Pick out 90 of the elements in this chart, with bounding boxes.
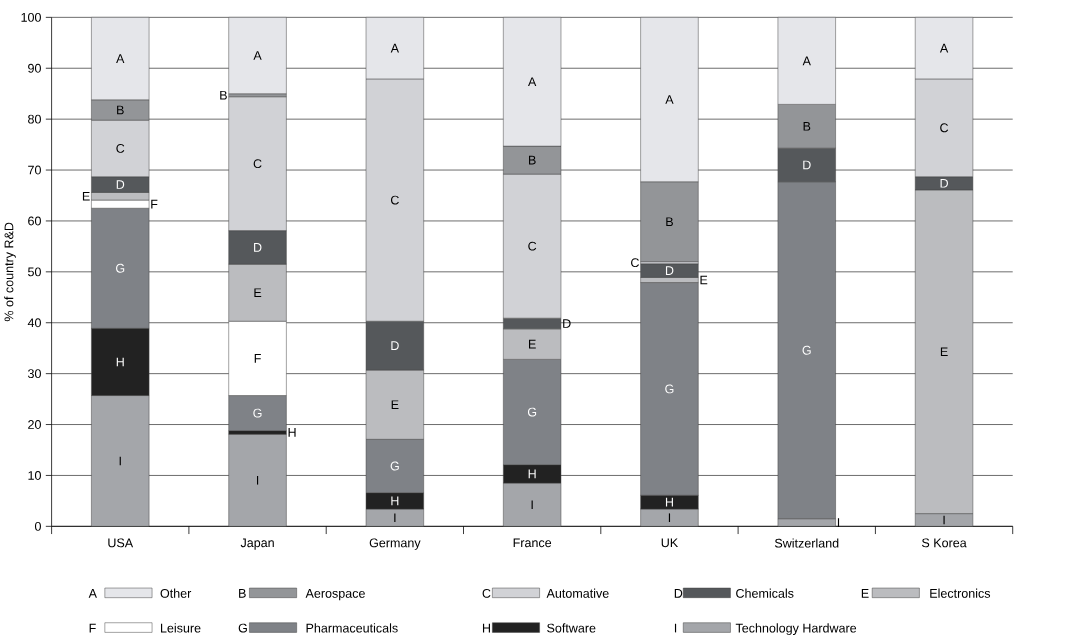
data-label: F bbox=[254, 353, 261, 363]
y-tick-label: 10 bbox=[28, 470, 41, 480]
data-label: D bbox=[940, 178, 948, 188]
data-label: B bbox=[666, 217, 673, 226]
data-label: A bbox=[528, 77, 537, 86]
x-tick-label: USA bbox=[108, 538, 134, 548]
data-label: E bbox=[82, 191, 90, 201]
legend-label: Aerospace bbox=[305, 588, 365, 601]
data-label: A bbox=[253, 51, 262, 60]
legend-label: Automative bbox=[546, 588, 609, 598]
data-label: H bbox=[665, 497, 673, 507]
text: G bbox=[238, 623, 247, 633]
data-label: I bbox=[943, 515, 945, 525]
data-label: E bbox=[940, 347, 948, 356]
x-tick-label: UK bbox=[661, 538, 679, 548]
data-label: E bbox=[391, 400, 399, 409]
data-label: B bbox=[529, 155, 536, 165]
data-label: G bbox=[116, 263, 125, 273]
data-label: A bbox=[116, 54, 125, 63]
data-label: E bbox=[254, 288, 262, 297]
y-tick-label: 40 bbox=[27, 318, 41, 328]
data-label: G bbox=[802, 345, 811, 355]
text: C bbox=[482, 588, 491, 598]
legend-label: Electronics bbox=[930, 588, 991, 598]
data-label: H bbox=[116, 357, 124, 367]
text: I bbox=[674, 623, 677, 633]
text: E bbox=[861, 588, 869, 598]
data-label: E bbox=[529, 339, 536, 349]
data-label: C bbox=[940, 123, 949, 133]
data-label: B bbox=[117, 105, 124, 115]
data-label: G bbox=[253, 408, 262, 418]
data-label: C bbox=[631, 258, 639, 268]
text: D bbox=[674, 588, 683, 598]
data-label: C bbox=[116, 143, 125, 153]
data-label: C bbox=[528, 241, 537, 251]
y-tick-label: 80 bbox=[28, 114, 41, 124]
data-label: G bbox=[665, 384, 674, 394]
y-tick-label: 20 bbox=[28, 420, 41, 429]
data-label: D bbox=[563, 319, 571, 328]
y-tick-label: 0 bbox=[34, 521, 41, 531]
data-label: I bbox=[531, 500, 533, 509]
x-tick-label: Japan bbox=[240, 538, 274, 550]
data-label: I bbox=[119, 456, 121, 466]
data-label: I bbox=[837, 518, 840, 527]
data-label: D bbox=[116, 180, 125, 189]
legend-label: Leisure bbox=[161, 623, 201, 633]
legend-label: Chemicals bbox=[736, 588, 794, 598]
data-label: I bbox=[668, 513, 671, 522]
text: H bbox=[482, 623, 490, 633]
data-label: C bbox=[253, 159, 262, 169]
bar bbox=[228, 17, 287, 94]
data-label: D bbox=[391, 341, 399, 350]
y-axis-title: % of country R&D bbox=[4, 222, 16, 322]
data-label: I bbox=[394, 513, 396, 522]
text: F bbox=[89, 623, 96, 633]
data-label: A bbox=[390, 43, 400, 53]
x-tick-label: S Korea bbox=[921, 538, 967, 548]
data-label: I bbox=[256, 475, 259, 485]
data-label: A bbox=[939, 43, 949, 53]
x-tick-label: Germany bbox=[369, 538, 421, 550]
data-label: A bbox=[665, 95, 674, 104]
legend-label: Other bbox=[160, 588, 192, 598]
text: A bbox=[88, 588, 97, 598]
x-tick-label: Switzerland bbox=[774, 538, 839, 548]
data-label: B bbox=[220, 90, 227, 100]
data-label: G bbox=[527, 407, 537, 417]
data-label: F bbox=[151, 199, 158, 209]
data-label: D bbox=[665, 266, 674, 275]
data-label: C bbox=[390, 195, 399, 205]
y-tick-label: 50 bbox=[28, 267, 41, 277]
data-label: D bbox=[254, 243, 262, 252]
bar bbox=[228, 433, 287, 527]
data-label: G bbox=[390, 461, 399, 471]
legend-label: Technology Hardware bbox=[735, 623, 857, 635]
data-label: H bbox=[528, 469, 536, 479]
data-label: A bbox=[802, 56, 811, 66]
data-label: H bbox=[391, 496, 399, 506]
y-tick-label: 60 bbox=[28, 216, 41, 226]
data-label: D bbox=[803, 160, 811, 170]
y-tick-label: 90 bbox=[28, 63, 41, 73]
text: B bbox=[239, 588, 246, 598]
data-label: H bbox=[288, 428, 296, 437]
y-tick-label: 70 bbox=[28, 165, 41, 175]
y-tick-label: 30 bbox=[27, 369, 41, 378]
legend-label: Pharmaceuticals bbox=[306, 623, 398, 633]
x-tick-label: France bbox=[513, 538, 552, 548]
y-tick-label: 100 bbox=[21, 12, 41, 22]
legend-label: Software bbox=[547, 623, 596, 633]
data-label: E bbox=[700, 275, 708, 285]
data-label: B bbox=[803, 121, 811, 131]
